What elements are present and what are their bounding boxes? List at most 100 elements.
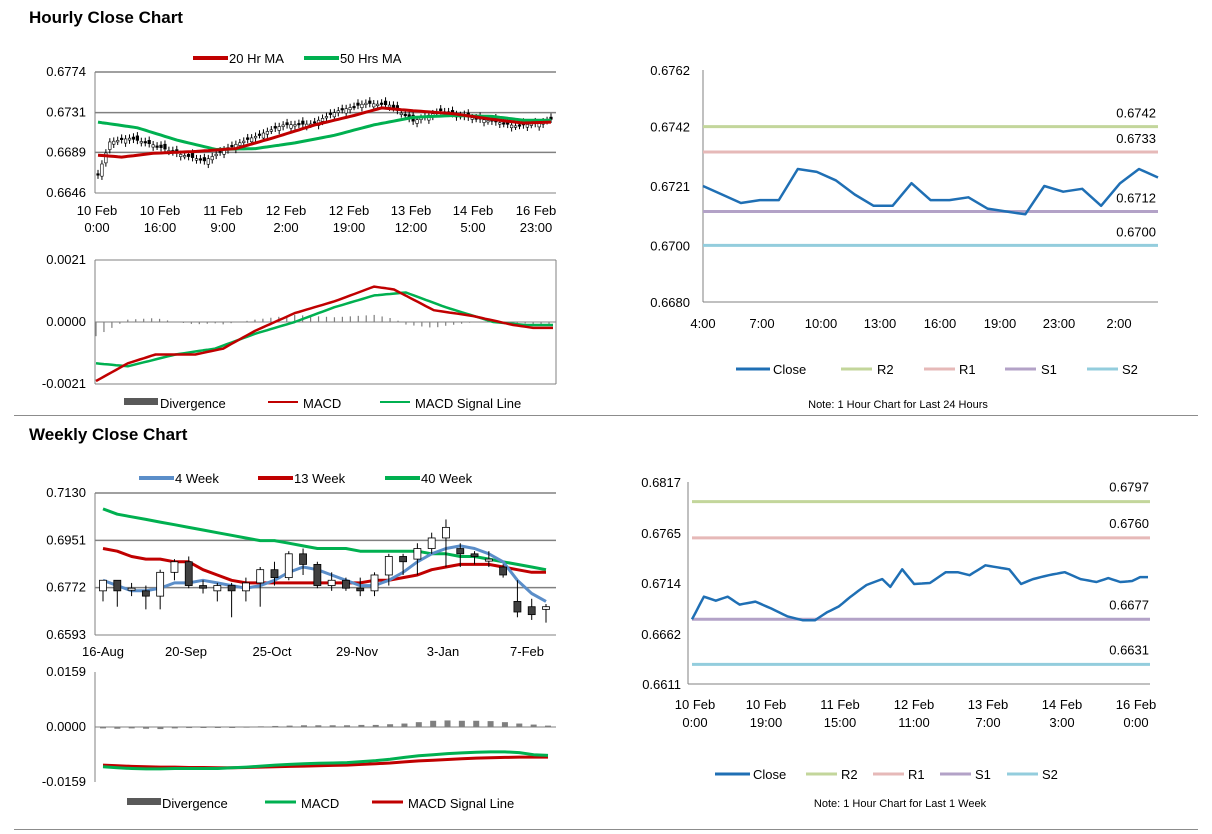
candle xyxy=(151,144,155,148)
legend-weekly-close: Close xyxy=(753,767,786,782)
ma-13-week-line xyxy=(102,547,546,585)
candle xyxy=(156,571,165,597)
y-tick-label: 0.6765 xyxy=(641,526,681,541)
x-tick-label: 25-Oct xyxy=(252,644,291,659)
candle xyxy=(135,135,139,141)
candle xyxy=(542,606,550,610)
level-label-s2: 0.6631 xyxy=(1109,642,1149,657)
y-tick-label: 0.6951 xyxy=(46,532,86,547)
candle xyxy=(116,140,120,143)
x-tick-label: 3-Jan xyxy=(427,644,460,659)
x-tick-label: 2:00 xyxy=(273,220,298,235)
x-tick-label: 11 Feb xyxy=(203,203,243,218)
candle xyxy=(399,556,407,563)
x-tick-label: 12:00 xyxy=(395,220,428,235)
candle xyxy=(301,120,305,125)
x-tick-label: 16:00 xyxy=(144,220,177,235)
candle xyxy=(356,587,365,592)
candle xyxy=(427,537,436,549)
candle xyxy=(324,116,329,119)
hourly-price-frame xyxy=(94,72,556,194)
divergence-bar xyxy=(229,727,236,728)
x-tick-label: 13 Feb xyxy=(391,203,431,218)
candle xyxy=(202,157,206,162)
candle xyxy=(297,123,301,126)
y-tick-label: 0.6772 xyxy=(46,580,86,595)
divergence-bar xyxy=(430,720,437,727)
candle xyxy=(277,126,281,131)
candle xyxy=(183,155,187,158)
x-tick-label: 3:00 xyxy=(1049,715,1074,730)
divergence-bar xyxy=(128,727,135,729)
candle xyxy=(265,131,269,135)
y-tick-label: 0.7130 xyxy=(46,485,86,500)
hourly-section-title: Hourly Close Chart xyxy=(29,8,183,27)
candle xyxy=(360,103,364,108)
candle xyxy=(332,112,336,118)
candle xyxy=(230,145,234,148)
x-tick-label: 10 Feb xyxy=(140,203,180,218)
legend-s2: S2 xyxy=(1122,362,1138,377)
divergence-bar xyxy=(545,725,551,727)
candle xyxy=(96,173,100,176)
x-tick-label: 12 Feb xyxy=(266,203,306,218)
y-tick-label: 0.6774 xyxy=(46,64,86,79)
legend-weekly-signal: MACD Signal Line xyxy=(408,796,514,811)
divergence-bar xyxy=(243,726,250,728)
legend-weekly-divergence: Divergence xyxy=(162,796,228,811)
candle xyxy=(100,163,104,177)
candle xyxy=(513,601,522,613)
divergence-bar xyxy=(458,720,465,727)
candle xyxy=(415,119,419,124)
y-tick-label: 0.0159 xyxy=(46,664,86,679)
x-tick-label: 7:00 xyxy=(749,316,774,331)
candle xyxy=(348,107,352,111)
candle xyxy=(281,124,285,127)
candle xyxy=(482,119,486,123)
candle xyxy=(159,144,163,148)
legend-close: Close xyxy=(773,362,806,377)
weekly-sr-frame xyxy=(687,482,1150,685)
divergence-bar xyxy=(387,724,394,727)
level-label-s1: 0.6712 xyxy=(1116,190,1156,205)
candle xyxy=(413,548,422,560)
candle xyxy=(293,124,297,127)
x-tick-label: 19:00 xyxy=(750,715,783,730)
candle xyxy=(206,158,210,165)
y-tick-label: 0.6721 xyxy=(650,179,690,194)
divergence-bar xyxy=(487,721,494,727)
y-tick-label: 0.6680 xyxy=(650,295,690,310)
candle xyxy=(127,137,132,141)
hourly-sr-note: Note: 1 Hour Chart for Last 24 Hours xyxy=(808,399,988,411)
candle xyxy=(190,152,195,158)
x-tick-label: 16 Feb xyxy=(1116,697,1156,712)
legend-r1: R1 xyxy=(959,362,976,377)
level-label-s2: 0.6700 xyxy=(1116,224,1156,239)
candle xyxy=(384,556,393,576)
candle xyxy=(273,126,277,129)
candle xyxy=(227,585,236,592)
divergence-bar xyxy=(401,723,408,727)
legend-weekly-macd: MACD xyxy=(301,796,339,811)
divergence-bar xyxy=(171,727,178,729)
candle xyxy=(313,121,317,124)
candle xyxy=(342,579,350,589)
candle xyxy=(289,124,293,129)
divergence-bar xyxy=(516,723,523,727)
candle xyxy=(486,120,490,123)
x-tick-label: 19:00 xyxy=(984,316,1017,331)
level-label-r1: 0.6733 xyxy=(1116,131,1156,146)
candle xyxy=(170,561,179,573)
x-tick-label: 11 Feb xyxy=(820,697,860,712)
candle xyxy=(368,100,372,104)
x-tick-label: 10 Feb xyxy=(675,697,715,712)
ma-20-line xyxy=(97,106,552,159)
candle xyxy=(372,103,376,108)
candle xyxy=(364,102,368,105)
candle xyxy=(250,137,254,143)
candle xyxy=(199,585,207,589)
candle xyxy=(238,142,242,146)
candle xyxy=(525,124,529,128)
x-tick-label: 11:00 xyxy=(898,715,930,730)
candle xyxy=(113,579,122,592)
